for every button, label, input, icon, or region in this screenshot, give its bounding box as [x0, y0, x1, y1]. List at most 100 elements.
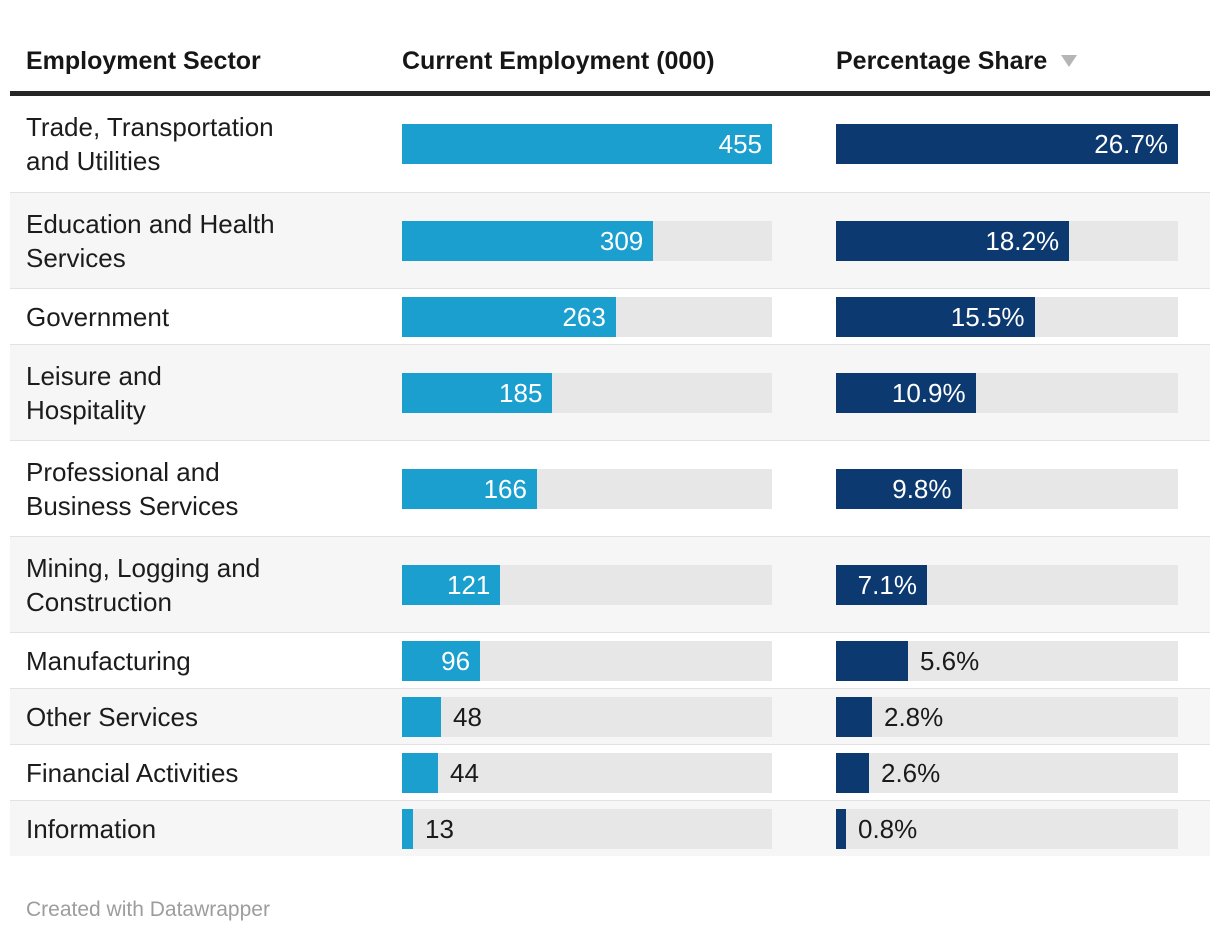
share-bar: [836, 752, 870, 793]
sector-label: Professional and Business Services: [26, 456, 239, 521]
employment-bar: 309: [402, 220, 654, 261]
share-value-label: 26.7%: [1094, 129, 1168, 159]
share-cell: 10.9%: [836, 372, 1178, 413]
employment-bar-track: 185: [402, 372, 772, 413]
employment-value-label: 44: [450, 757, 479, 788]
sector-label: Education and Health Services: [26, 208, 275, 273]
share-bar: 18.2%: [836, 220, 1070, 261]
share-cell: 15.5%: [836, 296, 1178, 337]
sector-label: Financial Activities: [26, 757, 239, 788]
column-header-employment-sector: Employment Sector: [26, 47, 261, 75]
employment-bar: [402, 696, 442, 737]
attribution: Created with Datawrapper: [26, 898, 270, 921]
employment-cell: 121: [402, 564, 772, 605]
employment-value-label: 185: [499, 377, 543, 408]
share-value-label: 9.8%: [892, 473, 952, 504]
sector-label: Other Services: [26, 701, 198, 732]
table-row: Other Services 48 2.8%: [10, 688, 1210, 744]
employment-cell: 166: [402, 468, 772, 509]
share-cell: 26.7%: [836, 124, 1178, 164]
employment-bar: 121: [402, 564, 501, 605]
share-bar: [836, 696, 872, 737]
share-value-label: 2.6%: [881, 757, 941, 788]
employment-bar-track: 309: [402, 220, 772, 261]
employment-bar-track: 166: [402, 468, 772, 509]
share-bar-track: 9.8%: [836, 468, 1178, 509]
share-bar-track: 5.6%: [836, 640, 1178, 681]
share-value-label: 0.8%: [858, 813, 918, 844]
table-row: Manufacturing 96 5.6%: [10, 632, 1210, 688]
employment-cell: 13: [402, 808, 772, 849]
share-value-label: 18.2%: [985, 225, 1060, 256]
share-cell: 0.8%: [836, 808, 1178, 849]
table-row: Professional and Business Services 166 9.8…: [10, 440, 1210, 536]
table-row: Education and Health Services 309 18.2%: [10, 192, 1210, 288]
employment-cell: 455: [402, 124, 772, 164]
column-header-percentage-share[interactable]: Percentage Share: [836, 46, 1078, 76]
share-bar: [836, 640, 908, 681]
share-bar-track: 2.8%: [836, 696, 1178, 737]
share-bar: 10.9%: [836, 372, 976, 413]
employment-cell: 44: [402, 752, 772, 793]
share-cell: 7.1%: [836, 564, 1178, 605]
employment-bar: 455: [402, 124, 772, 164]
employment-bar: 166: [402, 468, 537, 509]
share-bar-track: 2.6%: [836, 752, 1178, 793]
sector-label: Information: [26, 813, 157, 844]
column-header-current-employment: Current Employment (000): [402, 47, 715, 75]
share-bar-track: 7.1%: [836, 564, 1178, 605]
employment-bar-track: 455: [402, 124, 772, 164]
sector-label: Mining, Logging and Construction: [26, 552, 261, 617]
share-value-label: 2.8%: [884, 701, 944, 732]
employment-value-label: 121: [447, 569, 491, 600]
table-row: Mining, Logging and Construction 121 7.1%: [10, 536, 1210, 632]
share-bar: 9.8%: [836, 468, 962, 509]
share-bar-track: 0.8%: [836, 808, 1178, 849]
employment-value-label: 455: [718, 129, 762, 159]
employment-bar-track: 96: [402, 640, 772, 681]
share-cell: 9.8%: [836, 468, 1178, 509]
employment-bar: [402, 808, 413, 849]
share-bar: [836, 808, 847, 849]
share-bar-track: 26.7%: [836, 124, 1178, 164]
column-header-percentage-share-label: Percentage Share: [836, 47, 1048, 75]
share-value-label: 7.1%: [857, 569, 917, 600]
employment-cell: 263: [402, 296, 772, 337]
share-bar-track: 10.9%: [836, 372, 1178, 413]
employment-value-label: 309: [599, 225, 644, 256]
employment-bar-track: 121: [402, 564, 772, 605]
employment-value-label: 166: [483, 473, 527, 504]
table-row: Leisure and Hospitality 185 10.9%: [10, 344, 1210, 440]
table-row: Trade, Transportation and Utilities 455 26…: [10, 96, 1210, 192]
share-value-label: 5.6%: [920, 645, 980, 676]
employment-bar: 185: [402, 372, 553, 413]
sector-label: Manufacturing: [26, 645, 191, 676]
share-cell: 2.8%: [836, 696, 1178, 737]
employment-value-label: 13: [425, 813, 454, 844]
employment-bar-track: 263: [402, 296, 772, 337]
share-value-label: 10.9%: [891, 377, 966, 408]
share-bar: 7.1%: [836, 564, 927, 605]
employment-bar-track: 13: [402, 808, 772, 849]
sector-label: Leisure and Hospitality: [26, 360, 162, 425]
sort-desc-icon: [1061, 55, 1078, 67]
share-cell: 2.6%: [836, 752, 1178, 793]
employment-bar: [402, 752, 438, 793]
share-cell: 5.6%: [836, 640, 1178, 681]
table-body: Trade, Transportation and Utilities 455 26…: [10, 96, 1210, 856]
employment-value-label: 96: [441, 645, 471, 676]
employment-bar: 263: [402, 296, 616, 337]
employment-cell: 48: [402, 696, 772, 737]
share-bar: 26.7%: [836, 124, 1178, 164]
table-row: Financial Activities 44 2.6%: [10, 744, 1210, 800]
employment-bar-track: 48: [402, 696, 772, 737]
sector-label: Government: [26, 301, 170, 332]
table-header-row: Employment Sector Current Employment (00…: [10, 0, 1210, 96]
share-bar: 15.5%: [836, 296, 1035, 337]
employment-cell: 185: [402, 372, 772, 413]
employment-bar-track: 44: [402, 752, 772, 793]
employment-value-label: 48: [453, 701, 482, 732]
share-value-label: 15.5%: [950, 301, 1025, 332]
share-bar-track: 15.5%: [836, 296, 1178, 337]
employment-cell: 96: [402, 640, 772, 681]
